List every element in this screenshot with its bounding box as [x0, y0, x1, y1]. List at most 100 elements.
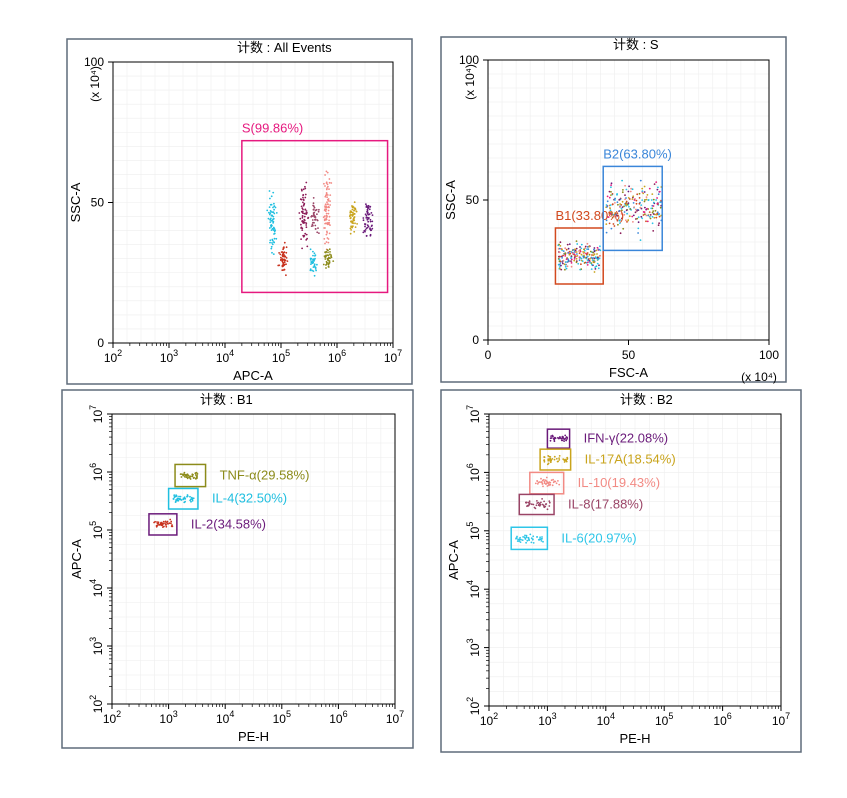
- data-point: [558, 263, 561, 266]
- data-point: [655, 216, 658, 219]
- data-point: [584, 245, 587, 248]
- data-point: [305, 226, 308, 229]
- panel-title: 计数 : S: [613, 37, 659, 52]
- gate[interactable]: [174, 463, 207, 488]
- data-point: [586, 255, 589, 258]
- data-point: [566, 260, 569, 263]
- data-point: [619, 222, 621, 225]
- data-point: [627, 197, 630, 199]
- data-point: [614, 199, 616, 201]
- data-point: [644, 206, 646, 209]
- data-point: [546, 485, 549, 487]
- data-point: [559, 245, 562, 247]
- gate[interactable]: [602, 165, 663, 252]
- data-point: [366, 206, 369, 209]
- gate[interactable]: [510, 526, 549, 551]
- data-point: [593, 247, 596, 249]
- data-point: [578, 250, 580, 252]
- data-point: [549, 459, 551, 462]
- data-point: [558, 457, 560, 459]
- data-point: [592, 261, 595, 263]
- data-point: [553, 458, 556, 461]
- data-point: [158, 524, 160, 526]
- data-point: [596, 246, 599, 249]
- data-point: [323, 219, 326, 222]
- data-point: [555, 457, 558, 460]
- data-point: [626, 212, 628, 215]
- data-point: [325, 241, 328, 243]
- data-point: [305, 213, 308, 216]
- gate-label: IL-17A(18.54%): [585, 452, 676, 467]
- data-point: [326, 237, 329, 239]
- data-point: [565, 436, 568, 439]
- gate[interactable]: [539, 448, 572, 471]
- data-point: [621, 179, 623, 182]
- data-point: [589, 261, 591, 264]
- data-point: [562, 250, 565, 253]
- data-point: [193, 476, 195, 479]
- data-point: [591, 257, 593, 259]
- data-point: [643, 191, 646, 193]
- scatter-points: [266, 170, 374, 277]
- data-point: [313, 205, 315, 208]
- y-tick-label: 106: [88, 463, 105, 481]
- data-point: [174, 500, 177, 503]
- x-tick-label: 103: [160, 348, 178, 365]
- data-point: [564, 252, 567, 255]
- data-point: [611, 216, 614, 219]
- data-point: [618, 199, 621, 201]
- data-point: [650, 199, 653, 201]
- data-point: [567, 252, 570, 254]
- gate[interactable]: [148, 513, 178, 536]
- data-point: [621, 217, 623, 220]
- gate[interactable]: [167, 487, 199, 510]
- data-point: [282, 251, 285, 254]
- data-point: [310, 215, 313, 218]
- data-point: [324, 227, 326, 229]
- data-point: [303, 203, 305, 206]
- gate[interactable]: [546, 428, 571, 449]
- x-tick-label: 105: [272, 348, 290, 365]
- gate[interactable]: [241, 139, 389, 294]
- data-point: [625, 209, 628, 212]
- data-point: [312, 213, 315, 216]
- panel-title: 计数 : B2: [620, 392, 673, 407]
- data-point: [606, 205, 609, 208]
- data-point: [364, 230, 366, 233]
- data-point: [356, 223, 358, 225]
- data-point: [625, 197, 627, 199]
- data-point: [350, 229, 352, 231]
- data-point: [605, 223, 608, 226]
- data-point: [586, 264, 589, 266]
- data-point: [268, 211, 270, 214]
- data-point: [646, 220, 649, 223]
- data-point: [536, 483, 539, 485]
- data-point: [281, 251, 284, 253]
- data-point: [632, 195, 635, 198]
- data-point: [270, 229, 273, 232]
- data-point: [582, 251, 584, 253]
- data-point: [553, 439, 556, 441]
- data-point: [643, 211, 646, 214]
- gate[interactable]: [518, 493, 555, 516]
- gate[interactable]: [554, 227, 604, 285]
- data-point: [324, 174, 326, 176]
- data-point: [183, 475, 186, 478]
- data-point: [609, 204, 612, 207]
- data-point: [643, 200, 646, 203]
- data-point: [614, 202, 616, 204]
- data-point: [532, 503, 535, 506]
- data-point: [597, 267, 600, 270]
- data-point: [318, 232, 320, 235]
- data-point: [328, 248, 331, 251]
- data-point: [285, 274, 287, 277]
- data-point: [580, 253, 583, 256]
- data-point: [616, 219, 619, 222]
- data-point: [639, 179, 642, 182]
- gate-label: TNF-α(29.58%): [220, 468, 310, 483]
- data-point: [196, 477, 199, 479]
- data-point: [325, 170, 328, 173]
- data-point: [518, 540, 520, 542]
- data-point: [304, 232, 307, 235]
- data-point: [656, 197, 658, 199]
